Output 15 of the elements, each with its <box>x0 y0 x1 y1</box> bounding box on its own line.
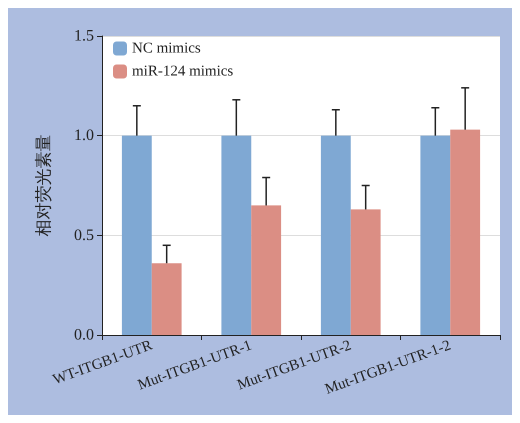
bar <box>221 136 252 335</box>
bar <box>320 136 351 335</box>
legend-label: NC mimics <box>132 40 201 56</box>
bar <box>420 136 450 335</box>
legend-label: miR-124 mimics <box>132 64 234 80</box>
bar <box>350 209 381 335</box>
bar <box>152 263 182 335</box>
bar <box>122 136 152 335</box>
y-tick-label: 0.5 <box>74 226 94 244</box>
bar <box>251 205 282 335</box>
y-axis-title: 相对荧光素量 <box>34 134 53 236</box>
y-tick-label: 1.5 <box>74 28 94 44</box>
y-tick-label: 0.0 <box>74 326 94 344</box>
bar <box>450 130 480 335</box>
y-tick-label: 1.0 <box>74 127 94 144</box>
